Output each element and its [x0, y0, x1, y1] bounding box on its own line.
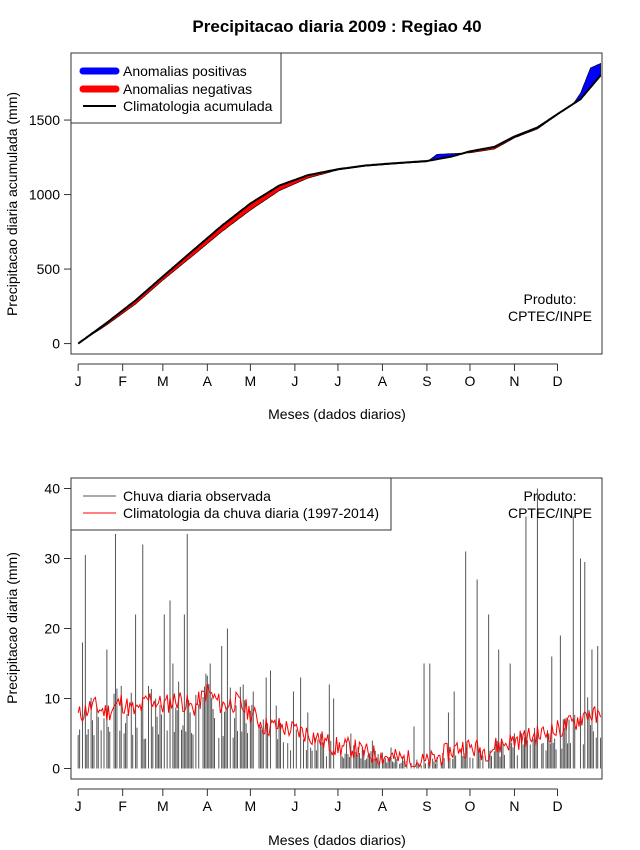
climatology-cumulative-line — [77, 74, 602, 345]
y-tick-label: 0 — [52, 761, 60, 777]
top-legend: Anomalias positivas Anomalias negativas … — [70, 52, 282, 124]
bottom-y-axis-label: Precipitacao diaria (mm) — [4, 552, 20, 704]
x-tick-label: D — [552, 373, 562, 389]
top-panel: Precipitacao diaria 2009 : Regiao 40 0 50… — [4, 17, 603, 422]
x-tick-label: A — [378, 798, 388, 814]
observed-daily-bars — [77, 488, 602, 769]
x-tick-label: J — [291, 373, 298, 389]
x-tick-label: D — [552, 798, 562, 814]
x-tick-label: O — [465, 798, 476, 814]
x-tick-label: S — [422, 798, 431, 814]
y-tick-label: 10 — [44, 691, 60, 707]
x-tick-label: O — [465, 373, 476, 389]
negative-anomaly-area — [463, 105, 571, 154]
x-tick-label: F — [118, 798, 127, 814]
x-tick-label: N — [509, 373, 519, 389]
bottom-legend-box — [70, 477, 392, 531]
x-tick-label: M — [245, 798, 257, 814]
legend-label-positive: Anomalias positivas — [123, 63, 247, 79]
x-tick-label: M — [245, 373, 257, 389]
x-tick-label: J — [75, 373, 82, 389]
bottom-y-axis: 0 10 20 30 40 — [44, 481, 71, 777]
product-label: Produto: — [524, 291, 577, 307]
product-source-bottom: CPTEC/INPE — [508, 505, 592, 521]
bottom-panel: 0 10 20 30 40 J F M A M J J A S O N D Meses (dados diar… — [4, 477, 603, 848]
x-tick-label: A — [203, 373, 213, 389]
x-tick-label: S — [422, 373, 431, 389]
x-tick-label: A — [378, 373, 388, 389]
top-x-axis-label: Meses (dados diarios) — [268, 406, 406, 422]
x-tick-label: N — [509, 798, 519, 814]
x-tick-label: J — [334, 798, 341, 814]
x-tick-label: F — [118, 373, 127, 389]
positive-anomaly-area — [570, 62, 601, 106]
y-tick-label: 500 — [37, 261, 61, 277]
top-plot-box — [70, 52, 603, 355]
legend-label-observed: Chuva diaria observada — [123, 488, 271, 504]
legend-label-climatology-daily: Climatologia da chuva diaria (1997-2014) — [123, 505, 379, 521]
x-tick-label: M — [157, 798, 169, 814]
legend-label-climatology: Climatologia acumulada — [123, 98, 273, 114]
y-tick-label: 30 — [44, 551, 60, 567]
y-tick-label: 0 — [52, 336, 60, 352]
x-tick-label: J — [291, 798, 298, 814]
climatology-daily-line — [77, 683, 602, 768]
product-label-bottom: Produto: — [524, 488, 577, 504]
y-tick-label: 40 — [44, 481, 60, 497]
x-tick-label: M — [157, 373, 169, 389]
y-tick-label: 1500 — [29, 112, 60, 128]
legend-label-negative: Anomalias negativas — [123, 81, 252, 97]
bottom-x-axis-label: Meses (dados diarios) — [268, 832, 406, 848]
negative-anomaly-area — [79, 160, 429, 344]
y-tick-label: 1000 — [29, 187, 60, 203]
x-tick-label: J — [75, 798, 82, 814]
x-tick-label: A — [203, 798, 213, 814]
product-source: CPTEC/INPE — [508, 308, 592, 324]
top-y-axis: 0 500 1000 1500 — [29, 112, 71, 352]
bottom-legend: Chuva diaria observada Climatologia da c… — [70, 477, 392, 531]
chart-title: Precipitacao diaria 2009 : Regiao 40 — [192, 17, 481, 36]
top-y-axis-label: Precipitacao diaria acumulada (mm) — [4, 92, 20, 316]
y-tick-label: 20 — [44, 621, 60, 637]
x-tick-label: J — [334, 373, 341, 389]
